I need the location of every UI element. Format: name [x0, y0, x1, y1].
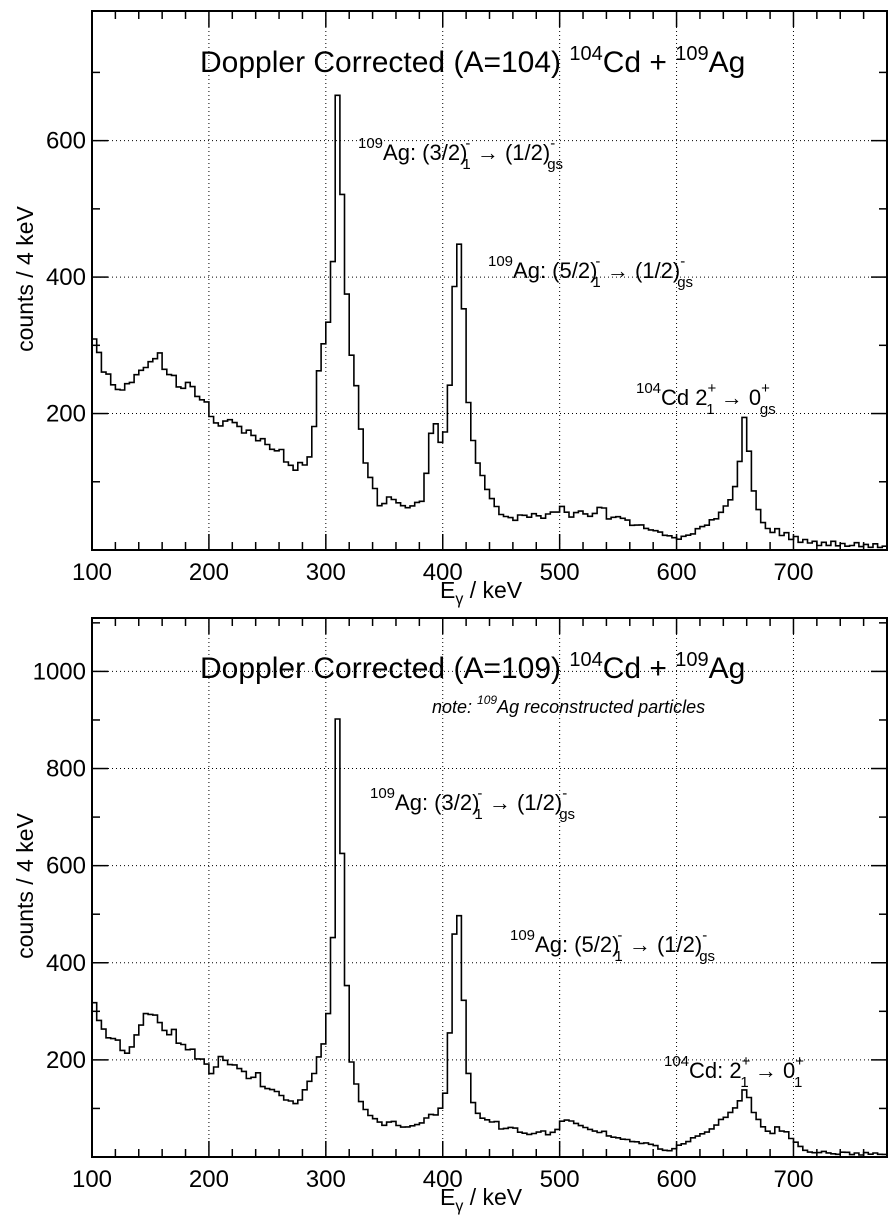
- top-annotation-ag-3-2: 109Ag: (3/2)-1 → (1/2)-gs: [358, 135, 563, 173]
- bottom-note: note: 109Ag reconstructed particles: [432, 693, 705, 717]
- top-x-tick-label: 100: [72, 559, 112, 586]
- bottom-chart-title: Doppler Corrected (A=109) 104Cd + 109Ag: [200, 649, 745, 685]
- bottom-annotation-ag-3-2: 109Ag: (3/2)-1 → (1/2)-gs: [370, 785, 575, 823]
- top-y-tick-label: 200: [46, 401, 86, 428]
- bottom-x-tick-label: 600: [657, 1166, 697, 1193]
- bottom-x-tick-label: 200: [189, 1166, 229, 1193]
- top-x-tick-label: 400: [423, 559, 463, 586]
- top-x-tick-label: 300: [306, 559, 346, 586]
- top-ticks: [91, 11, 888, 550]
- top-x-tick-labels: 100 200 300 400 500 600 700: [72, 559, 814, 586]
- bottom-panel: 100 200 300 400 500 600 700 200 400 600 800 1000 D…: [12, 617, 888, 1215]
- bottom-x-tick-label: 500: [540, 1166, 580, 1193]
- top-x-axis-label: Eγ / keV: [440, 577, 523, 608]
- top-chart-title: Doppler Corrected (A=104) 104Cd + 109Ag: [200, 43, 745, 79]
- bottom-y-tick-label: 800: [46, 756, 86, 783]
- bottom-y-tick-labels: 200 400 600 800 1000: [33, 658, 86, 1073]
- bottom-y-tick-label: 400: [46, 950, 86, 977]
- bottom-y-axis-label: counts / 4 keV: [12, 812, 38, 958]
- bottom-y-tick-label: 1000: [33, 658, 86, 685]
- top-x-tick-label: 500: [540, 559, 580, 586]
- bottom-x-tick-labels: 100 200 300 400 500 600 700: [72, 1166, 814, 1193]
- bottom-y-tick-label: 200: [46, 1047, 86, 1074]
- bottom-y-tick-label: 600: [46, 853, 86, 880]
- bottom-x-axis-label: Eγ / keV: [440, 1184, 523, 1215]
- bottom-histogram: [92, 718, 887, 1156]
- top-annotation-cd: 104Cd 2+ 1 → 0+ gs: [636, 380, 776, 418]
- bottom-annotation-cd: 104Cd: 2+ 1 → 0+ 1: [664, 1053, 804, 1091]
- top-y-tick-labels: 200 400 600: [46, 128, 86, 428]
- top-y-axis-label: counts / 4 keV: [12, 205, 38, 351]
- top-x-tick-label: 200: [189, 559, 229, 586]
- top-x-tick-label: 600: [657, 559, 697, 586]
- bottom-x-tick-label: 700: [773, 1166, 813, 1193]
- top-panel: 100 200 300 400 500 600 700 200 400 600 Doppler …: [12, 10, 888, 608]
- bottom-x-tick-label: 100: [72, 1166, 112, 1193]
- top-y-tick-label: 400: [46, 264, 86, 291]
- top-histogram: [92, 94, 887, 549]
- top-frame: [91, 10, 888, 551]
- top-annotation-ag-5-2: 109Ag: (5/2)-1 → (1/2)-gs: [488, 253, 693, 291]
- top-x-tick-label: 700: [773, 559, 813, 586]
- bottom-annotation-ag-5-2: 109Ag: (5/2)-1 → (1/2)-gs: [510, 927, 715, 965]
- bottom-frame: [91, 617, 888, 1158]
- top-y-tick-label: 600: [46, 128, 86, 155]
- top-grid: [92, 11, 887, 550]
- bottom-x-tick-label: 400: [423, 1166, 463, 1193]
- bottom-x-tick-label: 300: [306, 1166, 346, 1193]
